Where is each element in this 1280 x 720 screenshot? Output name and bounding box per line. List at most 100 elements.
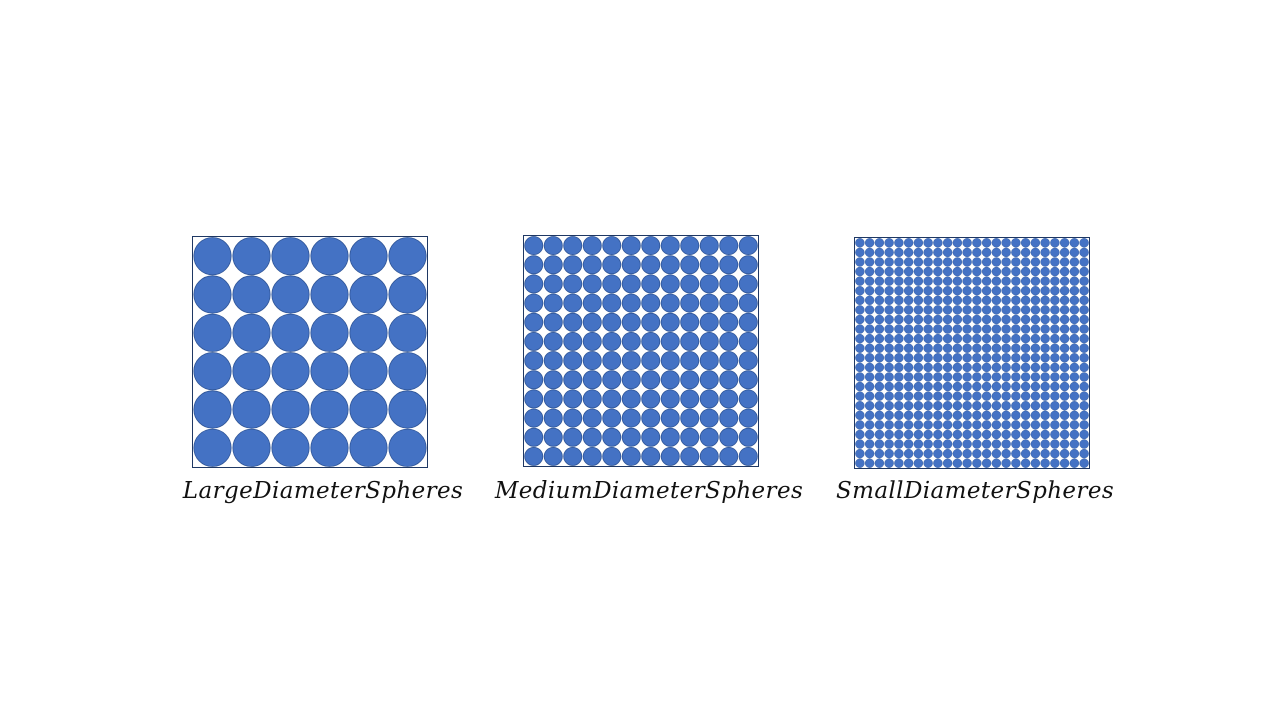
sphere <box>1030 353 1041 363</box>
sphere <box>524 408 544 428</box>
sphere <box>1059 439 1070 449</box>
sphere <box>680 446 700 466</box>
sphere <box>1079 238 1089 248</box>
sphere <box>1040 458 1050 468</box>
sphere <box>1059 286 1070 296</box>
sphere <box>719 351 739 371</box>
sphere <box>884 448 894 459</box>
sphere <box>894 420 904 430</box>
sphere <box>563 408 583 428</box>
sphere <box>855 314 865 325</box>
sphere <box>991 429 1002 440</box>
sphere <box>719 408 739 428</box>
sphere <box>864 238 875 248</box>
sphere <box>1069 324 1080 334</box>
sphere <box>543 408 563 428</box>
sphere <box>388 390 427 429</box>
sphere <box>1020 295 1031 305</box>
sphere <box>1011 266 1021 277</box>
sphere <box>660 389 680 409</box>
sphere <box>543 274 563 294</box>
sphere <box>1079 353 1089 363</box>
sphere <box>1040 324 1050 334</box>
sphere <box>1079 343 1089 353</box>
sphere <box>874 343 885 353</box>
sphere <box>660 331 680 351</box>
sphere <box>894 362 904 373</box>
sphere <box>942 381 953 392</box>
sphere <box>1050 324 1060 334</box>
sphere <box>582 312 602 332</box>
sphere <box>1001 353 1011 363</box>
sphere <box>1040 257 1050 267</box>
sphere <box>913 401 924 411</box>
sphere <box>271 352 310 391</box>
sphere <box>1011 381 1021 392</box>
sphere <box>1050 305 1060 315</box>
sphere <box>991 420 1002 430</box>
sphere <box>962 353 972 363</box>
sphere <box>855 343 865 353</box>
sphere <box>894 401 904 411</box>
sphere <box>864 353 875 363</box>
sphere <box>1020 381 1031 392</box>
sphere <box>621 370 641 390</box>
sphere <box>641 351 661 371</box>
sphere <box>602 255 622 275</box>
sphere <box>1079 448 1089 459</box>
sphere <box>894 381 904 392</box>
sphere <box>1001 391 1011 401</box>
sphere <box>952 247 963 258</box>
sphere <box>962 458 972 468</box>
sphere <box>894 353 904 363</box>
sphere <box>641 255 661 275</box>
large-spheres-diagram <box>192 236 428 468</box>
sphere <box>942 333 953 344</box>
sphere <box>1079 381 1089 392</box>
sphere <box>972 247 982 258</box>
sphere <box>923 324 933 334</box>
sphere <box>1020 276 1031 286</box>
sphere <box>884 362 894 373</box>
sphere <box>1030 429 1041 440</box>
sphere <box>952 410 963 420</box>
medium-sphere-grid <box>524 236 758 466</box>
sphere <box>962 401 972 411</box>
sphere <box>923 305 933 315</box>
sphere <box>738 408 758 428</box>
sphere <box>884 381 894 392</box>
sphere <box>972 286 982 296</box>
sphere <box>913 238 924 248</box>
sphere <box>903 458 914 468</box>
sphere <box>1059 410 1070 420</box>
sphere <box>1069 362 1080 373</box>
sphere <box>1030 372 1041 382</box>
sphere <box>962 295 972 305</box>
sphere <box>864 247 875 258</box>
sphere <box>903 238 914 248</box>
sphere <box>543 389 563 409</box>
sphere <box>1001 362 1011 373</box>
sphere <box>699 389 719 409</box>
sphere <box>894 247 904 258</box>
sphere <box>738 446 758 466</box>
sphere <box>972 295 982 305</box>
sphere <box>933 420 943 430</box>
sphere <box>903 305 914 315</box>
sphere <box>719 370 739 390</box>
sphere <box>719 274 739 294</box>
sphere <box>680 274 700 294</box>
sphere <box>972 333 982 344</box>
sphere <box>1050 276 1060 286</box>
sphere <box>991 372 1002 382</box>
sphere <box>874 353 885 363</box>
sphere <box>699 331 719 351</box>
sphere <box>680 389 700 409</box>
sphere <box>1079 286 1089 296</box>
sphere <box>952 343 963 353</box>
sphere <box>1020 333 1031 344</box>
sphere <box>1030 448 1041 459</box>
sphere <box>972 314 982 325</box>
sphere <box>991 448 1002 459</box>
sphere <box>1011 314 1021 325</box>
